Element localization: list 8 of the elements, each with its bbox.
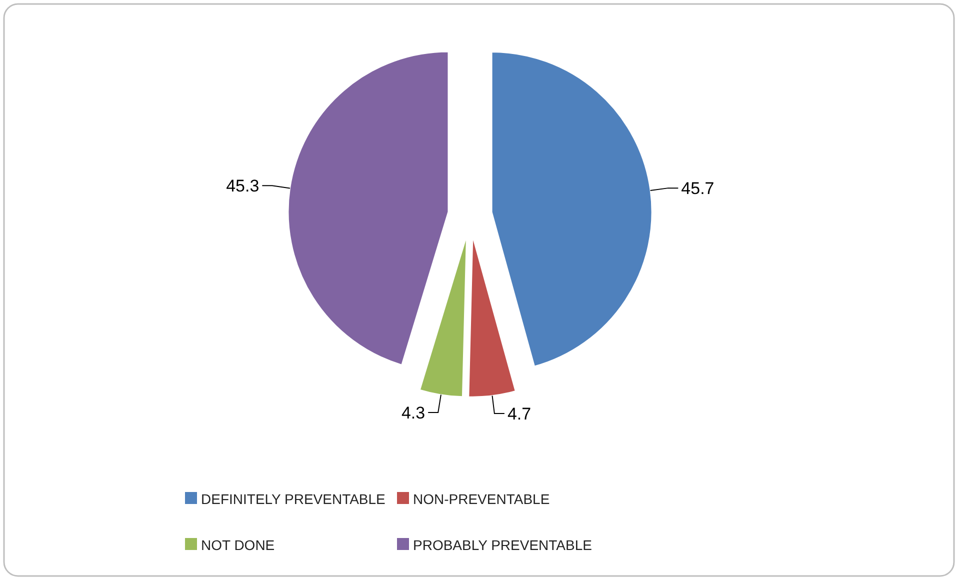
data-label: 45.3	[226, 176, 260, 196]
data-label: 4.3	[401, 403, 426, 422]
data-label: 4.7	[507, 404, 532, 424]
data-label: 45.7	[681, 179, 714, 198]
legend-label: NOT DONE	[201, 537, 275, 553]
legend-label: NON-PREVENTABLE	[413, 491, 550, 507]
legend-label: DEFINITELY PREVENTABLE	[201, 491, 386, 507]
legend-label: PROBABLY PREVENTABLE	[413, 537, 592, 553]
